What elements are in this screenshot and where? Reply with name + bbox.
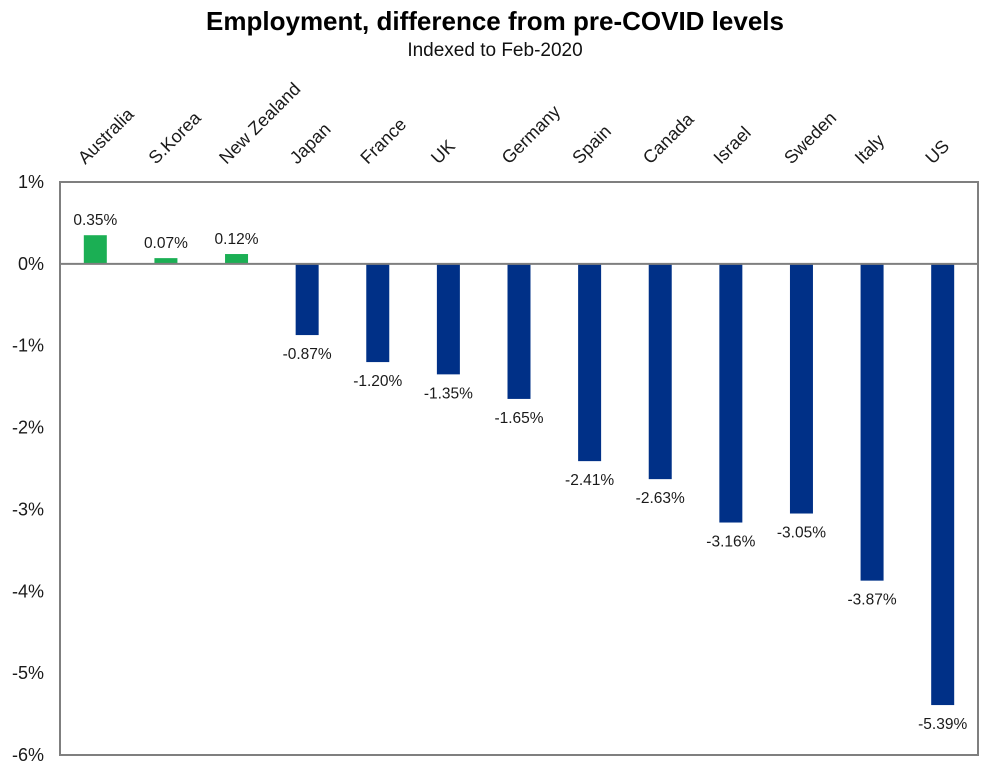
data-label: -0.87%	[283, 346, 332, 363]
bar	[719, 263, 743, 523]
category-label: Sweden	[780, 108, 840, 168]
category-label: Germany	[498, 101, 564, 167]
y-tick-label: 0%	[18, 254, 44, 274]
y-tick-label: 1%	[18, 172, 44, 192]
data-label: -2.63%	[636, 490, 685, 507]
y-tick-label: -1%	[12, 336, 44, 356]
bar	[578, 263, 602, 462]
chart-title: Employment, difference from pre-COVID le…	[206, 6, 784, 36]
data-label: -1.65%	[494, 410, 543, 427]
bars	[83, 235, 955, 706]
data-label: -3.16%	[706, 534, 755, 551]
data-label: -3.05%	[777, 525, 826, 542]
bar	[225, 254, 249, 264]
y-axis: 1% 0% -1% -2% -3% -4% -5% -6%	[12, 172, 44, 765]
data-label: -5.39%	[918, 716, 967, 733]
category-label: Australia	[74, 103, 138, 167]
y-tick-label: -3%	[12, 499, 44, 519]
y-tick-label: -6%	[12, 745, 44, 765]
bar	[860, 263, 884, 581]
data-label: -1.35%	[424, 385, 473, 402]
chart-subtitle: Indexed to Feb-2020	[407, 40, 583, 61]
bar	[507, 263, 531, 399]
bar	[295, 263, 319, 336]
category-label: Spain	[568, 121, 615, 168]
data-label: -2.41%	[565, 472, 614, 489]
category-label: France	[356, 114, 410, 168]
category-label: Israel	[710, 123, 755, 168]
bar	[154, 258, 178, 264]
plot-border	[59, 181, 979, 756]
y-tick-label: -4%	[12, 581, 44, 601]
plot-area	[59, 181, 979, 756]
y-tick-label: -2%	[12, 418, 44, 438]
category-label: Italy	[851, 130, 888, 167]
category-label: Japan	[286, 119, 335, 168]
bar	[366, 263, 390, 363]
bar	[931, 263, 955, 706]
bar	[648, 263, 672, 480]
category-label: S.Korea	[145, 107, 206, 168]
bar	[436, 263, 460, 375]
bar	[83, 235, 107, 264]
data-label: 0.12%	[215, 231, 259, 248]
data-label: 0.07%	[144, 235, 188, 252]
bar	[789, 263, 813, 514]
data-label: 0.35%	[73, 212, 117, 229]
category-label: UK	[427, 136, 459, 168]
y-tick-label: -5%	[12, 663, 44, 683]
category-label: Canada	[639, 108, 698, 167]
data-labels: 0.35% 0.07% 0.12% -0.87% -1.20% -1.35% -1.65% -…	[73, 212, 967, 733]
data-label: -1.20%	[353, 373, 402, 390]
data-label: -3.87%	[848, 592, 897, 609]
category-label: US	[921, 136, 953, 168]
